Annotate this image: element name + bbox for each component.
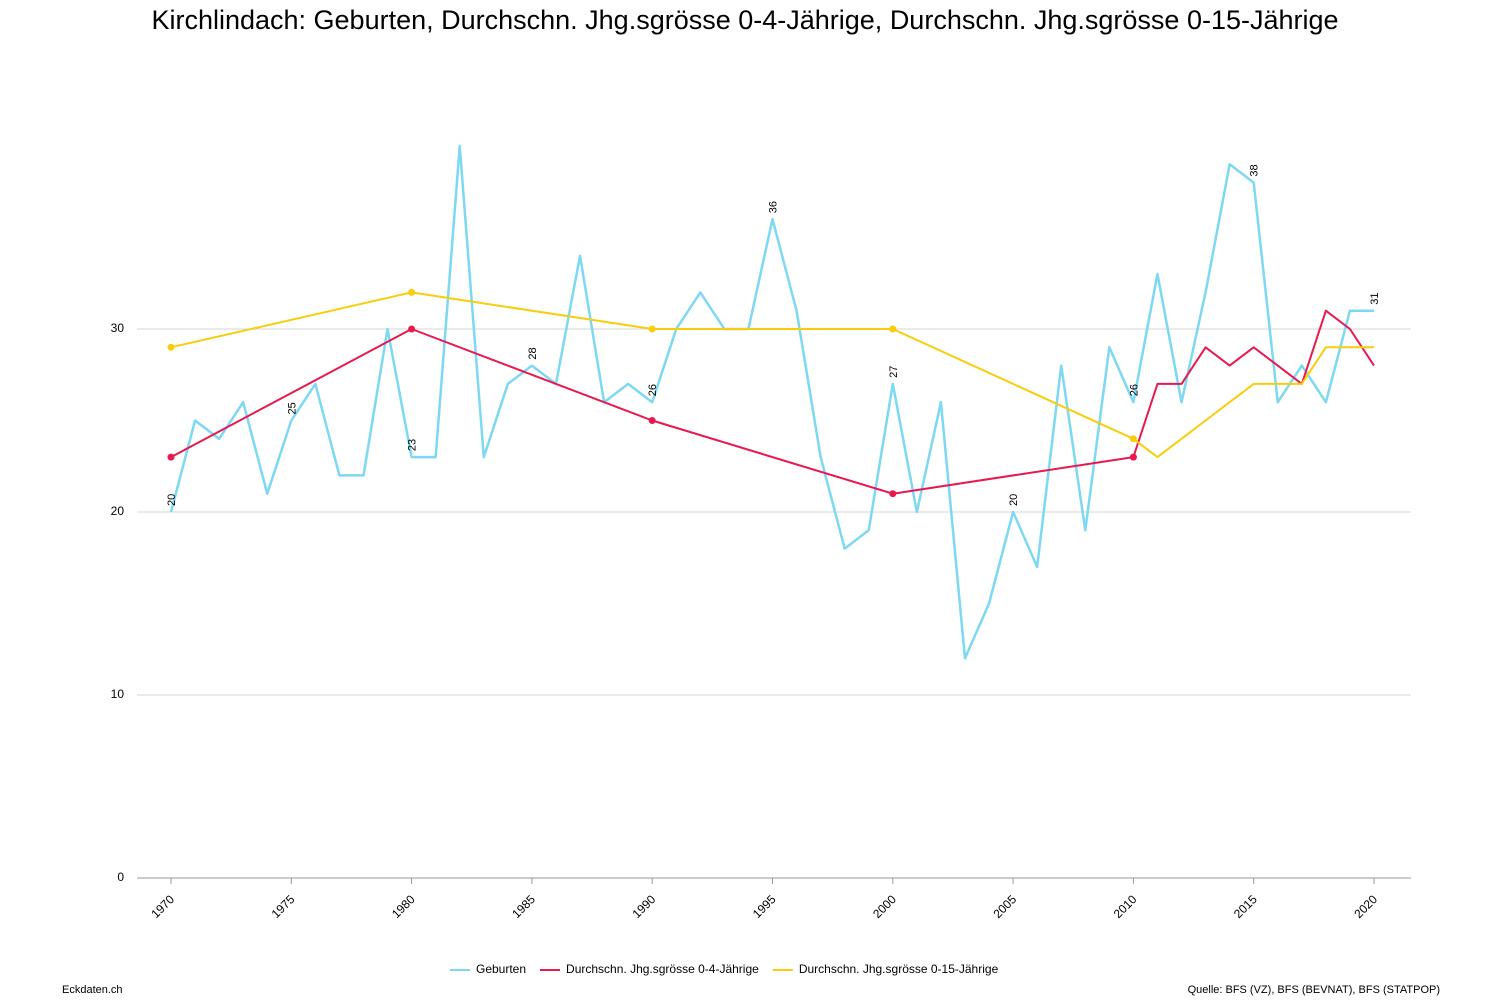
point (648, 417, 656, 424)
point (1129, 435, 1137, 443)
point (167, 453, 175, 461)
point (648, 325, 656, 333)
x-tick-label: 1970 (148, 892, 177, 921)
footer-left: Eckdaten.ch (62, 984, 123, 996)
point (167, 343, 175, 351)
x-tick-label: 1990 (630, 892, 659, 921)
y-tick-label: 30 (111, 321, 125, 335)
x-tick-label: 2020 (1351, 892, 1380, 921)
data-label: 20 (166, 494, 178, 506)
point (408, 288, 416, 296)
data-label: 26 (647, 384, 659, 396)
x-tick-label: 2005 (990, 892, 1019, 921)
point (889, 325, 897, 333)
data-label: 38 (1249, 164, 1261, 176)
chart-title: Kirchlindach: Geburten, Durchschn. Jhg.s… (151, 5, 1338, 35)
data-label: 31 (1369, 292, 1381, 304)
point (1129, 453, 1137, 461)
y-tick-label: 10 (111, 687, 125, 701)
x-tick-label: 2000 (870, 892, 899, 921)
point (889, 490, 897, 498)
legend: Geburten Durchschn. Jhg.sgrösse 0-4-Jähri… (450, 962, 999, 976)
data-label: 28 (527, 347, 539, 359)
y-tick-label: 0 (117, 870, 124, 884)
legend-label: Durchschn. Jhg.sgrösse 0-4-Jährige (566, 962, 759, 976)
x-tick-label: 1995 (750, 892, 779, 921)
series-line (170, 309, 1375, 495)
y-tick-label: 20 (111, 504, 125, 518)
data-label: 36 (768, 201, 780, 213)
footer-right: Quelle: BFS (VZ), BFS (BEVNAT), BFS (STA… (1188, 984, 1440, 996)
point (408, 325, 416, 333)
data-label: 23 (407, 439, 419, 451)
data-label: 27 (888, 366, 900, 378)
x-tick-label: 1975 (269, 892, 298, 921)
series-line (169, 144, 1374, 660)
x-tick-label: 2010 (1111, 892, 1140, 921)
series-line (170, 291, 1374, 459)
data-label: 20 (1008, 494, 1020, 506)
x-tick-label: 2015 (1231, 892, 1260, 921)
legend-label: Geburten (476, 962, 526, 976)
x-tick-label: 1980 (389, 892, 418, 921)
x-tick-label: 1985 (509, 892, 538, 921)
legend-label: Durchschn. Jhg.sgrösse 0-15-Jährige (799, 962, 999, 976)
data-label: 25 (286, 402, 298, 414)
data-label: 26 (1128, 384, 1140, 396)
